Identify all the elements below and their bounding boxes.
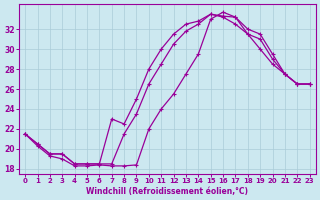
X-axis label: Windchill (Refroidissement éolien,°C): Windchill (Refroidissement éolien,°C) [86,187,248,196]
